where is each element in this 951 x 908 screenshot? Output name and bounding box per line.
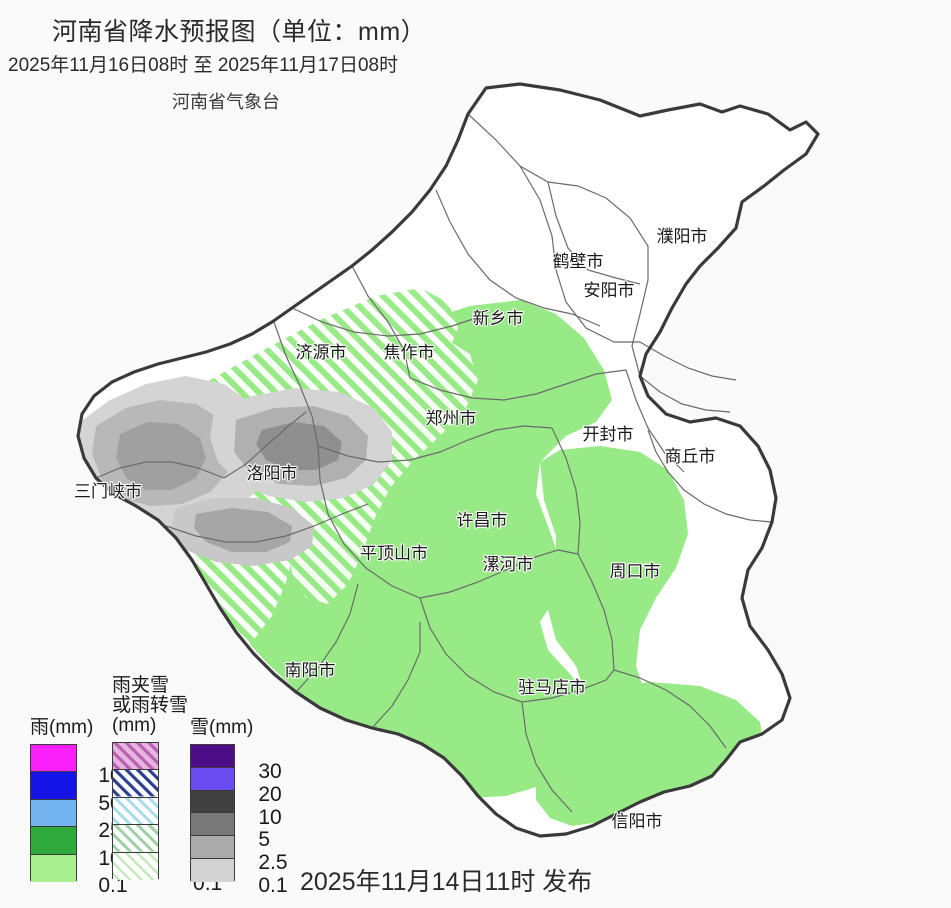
legend-swatch: [113, 825, 158, 853]
city-label: 济源市: [296, 343, 347, 362]
legend-snow-swatches: [190, 744, 235, 882]
city-label: 驻马店市: [518, 678, 586, 697]
legend-swatch: [31, 827, 76, 855]
city-label: 许昌市: [457, 511, 508, 530]
legend-tick-label: 30: [258, 759, 282, 783]
city-label: 平顶山市: [360, 544, 428, 563]
city-label: 濮阳市: [657, 227, 708, 246]
legend-swatch: [113, 770, 158, 798]
legend-rain-title: 雨(mm): [30, 717, 94, 738]
legend-swatch: [31, 854, 76, 882]
legend-sleet-title-line2: 或雨转雪: [112, 695, 189, 716]
province-outline: [76, 82, 820, 838]
legend-sleet-swatches: [112, 742, 159, 880]
city-label: 洛阳市: [247, 464, 298, 483]
legend-rain: 雨(mm) 1005025100.1: [30, 717, 133, 896]
legend-swatch: [191, 836, 234, 860]
city-label: 焦作市: [384, 343, 435, 362]
legend-sleet-title-line1: 雨夹雪: [112, 675, 170, 696]
city-label: 周口市: [610, 562, 661, 581]
legend-swatch: [191, 790, 234, 814]
legend-tick-label: 5: [258, 828, 270, 852]
legend-rain-swatches: [30, 744, 77, 882]
publish-timestamp: 2025年11月14日11时 发布: [300, 868, 593, 896]
legend-swatch: [191, 813, 234, 837]
legend-sleet-title-line3: (mm): [112, 715, 157, 736]
legend-swatch: [191, 767, 234, 791]
page-title: 河南省降水预报图（单位：mm）: [52, 18, 427, 46]
legend-sleet: 雨夹雪 或雨转雪 (mm) 1005025100.1: [112, 675, 228, 894]
city-label: 南阳市: [285, 661, 336, 680]
legend-swatch: [191, 745, 234, 768]
city-label: 鹤壁市: [553, 252, 604, 271]
issuing-agency: 河南省气象台: [172, 92, 280, 113]
snow-area: [78, 376, 392, 566]
legend-tick-label: 20: [258, 782, 282, 806]
legend-swatch: [191, 859, 234, 882]
legend-tick-label: 2.5: [258, 851, 288, 875]
city-label: 三门峡市: [74, 482, 142, 501]
legend-swatch: [113, 743, 158, 771]
city-label: 郑州市: [426, 409, 477, 428]
city-boundaries: [95, 113, 773, 813]
city-label: 安阳市: [584, 281, 635, 300]
city-label: 商丘市: [665, 447, 716, 466]
city-label: 新乡市: [473, 309, 524, 328]
legend-tick-label: 0.1: [258, 874, 288, 897]
city-label: 信阳市: [612, 812, 663, 831]
legend-swatch: [113, 797, 158, 826]
legend-swatch: [31, 745, 76, 773]
legend-tick-label: 10: [258, 805, 282, 829]
city-label: 漯河市: [483, 555, 534, 574]
legend-snow: 雪(mm) 30 20 10 5 2.5 0.1: [190, 717, 288, 896]
legend-swatch: [31, 772, 76, 800]
legend-snow-title: 雪(mm): [190, 717, 254, 738]
legend-snow-ticks: 30 20 10 5 2.5 0.1: [253, 749, 287, 896]
legend-tick-label: 0.1: [98, 874, 128, 897]
forecast-period: 2025年11月16日08时 至 2025年11月17日08时: [8, 55, 399, 76]
city-label: 开封市: [583, 425, 634, 444]
map-canvas[interactable]: 濮阳市鹤壁市安阳市新乡市济源市 焦作市郑州市开封市商丘市洛阳市三门峡市许昌市平顶山…: [0, 70, 951, 860]
legend-swatch: [31, 799, 76, 828]
legend-rain-ticks: 1005025100.1: [93, 749, 133, 896]
legend-swatch: [113, 852, 158, 880]
